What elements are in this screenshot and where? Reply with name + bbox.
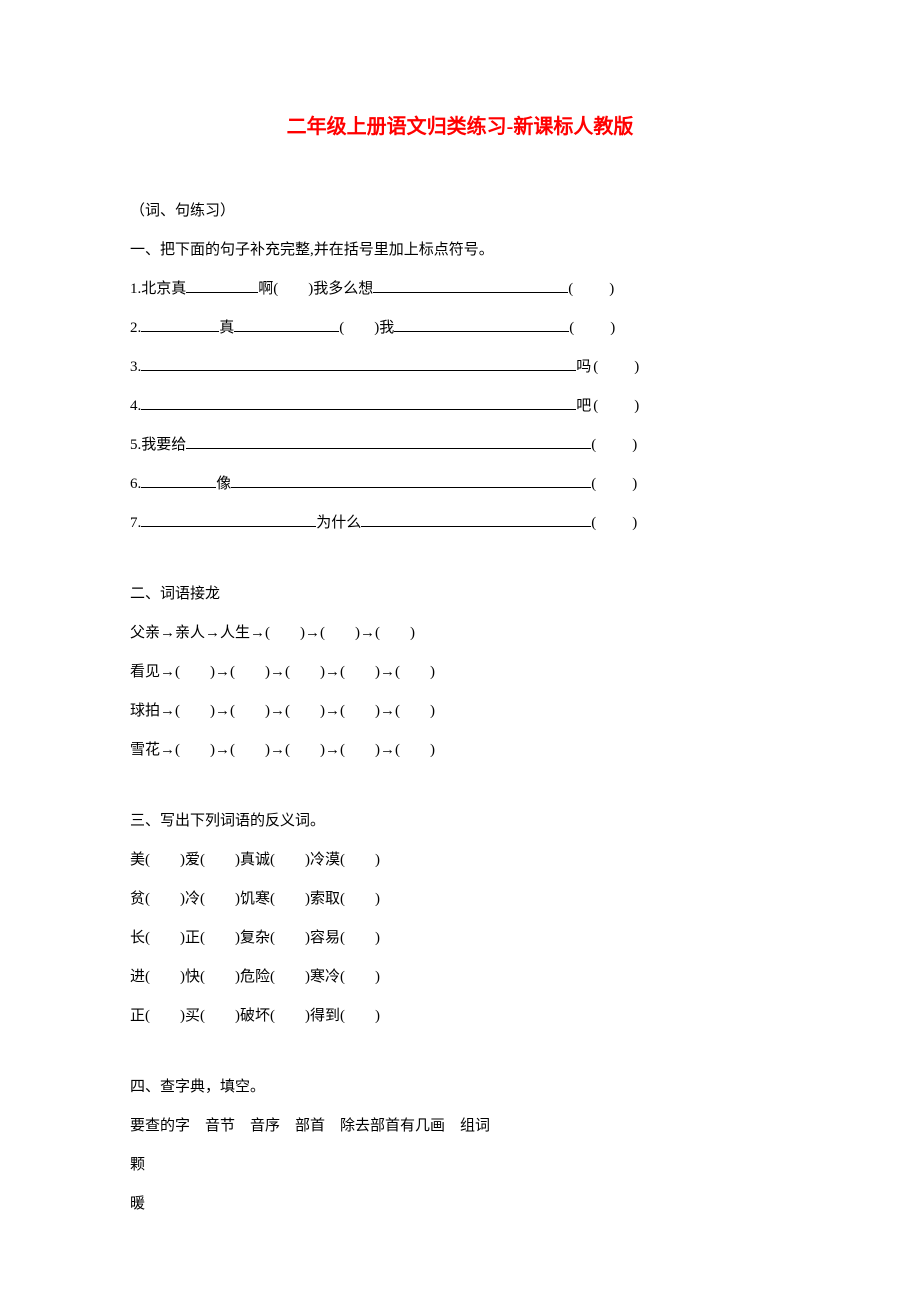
antonym-row-2: 贫( )冷( )饥寒( )索取( ) [130, 887, 790, 908]
q1: 1.北京真 啊( )我多么想 ( ) [130, 277, 790, 298]
document-title: 二年级上册语文归类练习-新课标人教版 [130, 110, 790, 139]
section3-heading: 三、写出下列词语的反义词。 [130, 809, 790, 830]
q4-num: 4. [130, 398, 141, 414]
q6-text-b: ( ) [591, 476, 639, 492]
q6-num: 6. [130, 476, 141, 492]
dict-header-row: 要查的字 音节 音序 部首 除去部首有几画 组词 [130, 1114, 790, 1135]
section1-heading: 一、把下面的句子补充完整,并在括号里加上标点符号。 [130, 238, 790, 259]
blank[interactable] [141, 317, 219, 332]
section4-heading: 四、查字典，填空。 [130, 1075, 790, 1096]
blank[interactable] [186, 434, 591, 449]
blank[interactable] [373, 278, 568, 293]
blank[interactable] [231, 473, 591, 488]
q2-text-c: ( ) [569, 320, 617, 336]
q3-text-a: 吗( ) [576, 359, 641, 375]
dict-row-2: 暖 [130, 1192, 790, 1213]
antonym-row-4: 进( )快( )危险( )寒冷( ) [130, 965, 790, 986]
chain-1: 父亲→亲人→人生→( )→( )→( ) [130, 621, 790, 642]
blank[interactable] [361, 512, 591, 527]
q1-text-b: 啊( )我多么想 [258, 281, 373, 297]
q7-text-b: ( ) [591, 515, 639, 531]
section2-heading: 二、词语接龙 [130, 582, 790, 603]
blank[interactable] [186, 278, 258, 293]
blank[interactable] [234, 317, 339, 332]
q1-num: 1. [130, 281, 141, 297]
antonym-row-1: 美( )爱( )真诚( )冷漠( ) [130, 848, 790, 869]
antonym-row-3: 长( )正( )复杂( )容易( ) [130, 926, 790, 947]
q4-text-a: 吧( ) [576, 398, 641, 414]
chain-4: 雪花→( )→( )→( )→( )→( ) [130, 738, 790, 759]
q3-num: 3. [130, 359, 141, 375]
dict-row-1: 颗 [130, 1153, 790, 1174]
antonym-row-5: 正( )买( )破坏( )得到( ) [130, 1004, 790, 1025]
q2-text-a: 真 [219, 320, 234, 336]
q5-num: 5. [130, 437, 141, 453]
q2-text-b: ( )我 [339, 320, 394, 336]
q5-text-a: 我要给 [141, 437, 186, 453]
q1-text-a: 北京真 [141, 281, 186, 297]
q5-text-b: ( ) [591, 437, 639, 453]
q3: 3. 吗( ) [130, 355, 790, 376]
blank[interactable] [394, 317, 569, 332]
subtitle: （词、句练习） [130, 199, 790, 220]
blank[interactable] [141, 473, 216, 488]
q1-text-c: ( ) [568, 281, 616, 297]
q6-text-a: 像 [216, 476, 231, 492]
q6: 6. 像 ( ) [130, 472, 790, 493]
q7-text-a: 为什么 [316, 515, 361, 531]
blank[interactable] [141, 356, 576, 371]
q2-num: 2. [130, 320, 141, 336]
q7-num: 7. [130, 515, 141, 531]
blank[interactable] [141, 395, 576, 410]
chain-2: 看见→( )→( )→( )→( )→( ) [130, 660, 790, 681]
q2: 2. 真 ( )我 ( ) [130, 316, 790, 337]
q7: 7. 为什么 ( ) [130, 511, 790, 532]
q5: 5.我要给 ( ) [130, 433, 790, 454]
q4: 4. 吧( ) [130, 394, 790, 415]
blank[interactable] [141, 512, 316, 527]
chain-3: 球拍→( )→( )→( )→( )→( ) [130, 699, 790, 720]
